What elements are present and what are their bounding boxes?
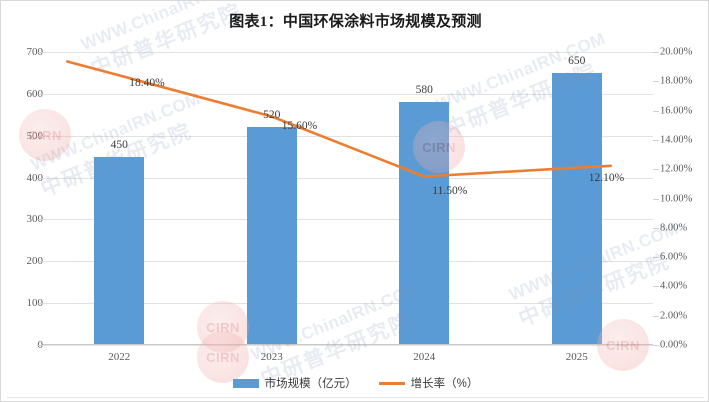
y-axis-left-tick-label: 500 bbox=[26, 129, 44, 142]
y-axis-left-tick bbox=[37, 52, 43, 53]
legend-label: 市场规模（亿元） bbox=[264, 378, 357, 390]
x-axis-tick-label: 2023 bbox=[260, 351, 283, 363]
line-series bbox=[65, 60, 613, 178]
y-axis-right-tick-label: 6.00% bbox=[660, 251, 688, 263]
x-axis-tick-label: 2025 bbox=[565, 351, 588, 363]
y-axis-right-tick-label: 0.00% bbox=[660, 339, 688, 351]
y-axis-right-tick-label: 4.00% bbox=[660, 280, 688, 292]
legend-item-market-size[interactable]: 市场规模（亿元） bbox=[232, 375, 357, 391]
gridline bbox=[43, 93, 653, 95]
y-axis-right-tick bbox=[653, 227, 659, 229]
y-axis-left-tick-label: 300 bbox=[26, 213, 44, 226]
y-axis-left-tick bbox=[37, 219, 43, 221]
bar[interactable] bbox=[399, 102, 450, 345]
y-axis-right-tick-label: 8.00% bbox=[660, 222, 688, 234]
y-axis-right-tick-label: 10.00% bbox=[660, 193, 693, 204]
y-axis-left-tick-label: 600 bbox=[26, 87, 44, 100]
y-axis-left-tick bbox=[37, 261, 43, 263]
gridline bbox=[43, 261, 653, 263]
x-axis-tick-label: 2022 bbox=[108, 351, 131, 363]
line-value-label: 15.60% bbox=[281, 120, 318, 133]
bar-value-label: 450 bbox=[110, 138, 128, 151]
y-axis-right-tick-label: 18.00% bbox=[660, 75, 693, 87]
bar-swatch-icon bbox=[232, 378, 259, 388]
y-axis-right-tick bbox=[653, 81, 659, 83]
line-value-label: 11.50% bbox=[432, 184, 468, 197]
line-swatch-icon bbox=[378, 381, 405, 385]
y-axis-left-tick-label: 100 bbox=[26, 297, 44, 310]
y-axis-left-tick bbox=[37, 177, 43, 179]
y-axis-right-tick bbox=[653, 110, 659, 112]
gridline bbox=[43, 52, 653, 53]
gridline bbox=[43, 303, 653, 305]
y-axis-right-tick bbox=[653, 345, 659, 346]
growth-rate-polyline bbox=[65, 60, 613, 178]
bar-value-label: 650 bbox=[568, 54, 586, 67]
legend-label: 增长率（%） bbox=[410, 378, 479, 390]
legend-item-growth-rate[interactable]: 增长率（%） bbox=[378, 375, 479, 391]
y-axis-right-tick-label: 16.00% bbox=[660, 105, 693, 117]
y-axis-left-tick bbox=[37, 135, 43, 137]
plot-area bbox=[43, 52, 653, 346]
y-axis-left-tick bbox=[37, 345, 43, 346]
y-axis-right-tick-label: 12.00% bbox=[660, 163, 693, 175]
bar-value-label: 520 bbox=[263, 109, 281, 122]
y-axis-right-tick-label: 20.00% bbox=[660, 46, 693, 58]
y-axis-right-tick bbox=[653, 169, 659, 171]
y-axis-right-tick bbox=[653, 139, 659, 141]
line-value-label: 18.40% bbox=[129, 77, 165, 90]
gridline bbox=[43, 135, 653, 137]
gridline bbox=[43, 177, 653, 179]
chart-title: 图表1：中国环保涂料市场规模及预测 bbox=[229, 14, 482, 30]
x-axis-line bbox=[43, 344, 653, 345]
y-axis-right-tick-label: 14.00% bbox=[660, 134, 693, 146]
y-axis-right-tick-label: 2.00% bbox=[660, 310, 688, 322]
gridline bbox=[43, 345, 653, 346]
bar[interactable] bbox=[551, 72, 602, 345]
y-axis-left-tick-label: 400 bbox=[26, 171, 44, 184]
y-axis-right-tick bbox=[653, 52, 659, 53]
bar[interactable] bbox=[246, 127, 297, 345]
y-axis-right-tick bbox=[653, 315, 659, 317]
y-axis-left-tick-label: 700 bbox=[26, 46, 44, 58]
y-axis-left-tick-label: 200 bbox=[26, 255, 44, 268]
chart-legend: 市场规模（亿元） 增长率（%） bbox=[1, 375, 708, 391]
x-axis-tick-label: 2024 bbox=[413, 351, 436, 363]
gridline bbox=[43, 219, 653, 221]
legend-divider bbox=[7, 397, 704, 398]
y-axis-left-tick bbox=[37, 303, 43, 305]
y-axis-left-tick bbox=[37, 93, 43, 95]
bar-value-label: 580 bbox=[415, 84, 433, 97]
y-axis-right-tick bbox=[653, 198, 659, 200]
y-axis-right-tick bbox=[653, 286, 659, 288]
y-axis-right-tick bbox=[653, 257, 659, 259]
bar[interactable] bbox=[94, 156, 145, 345]
line-value-label: 12.10% bbox=[588, 171, 625, 184]
